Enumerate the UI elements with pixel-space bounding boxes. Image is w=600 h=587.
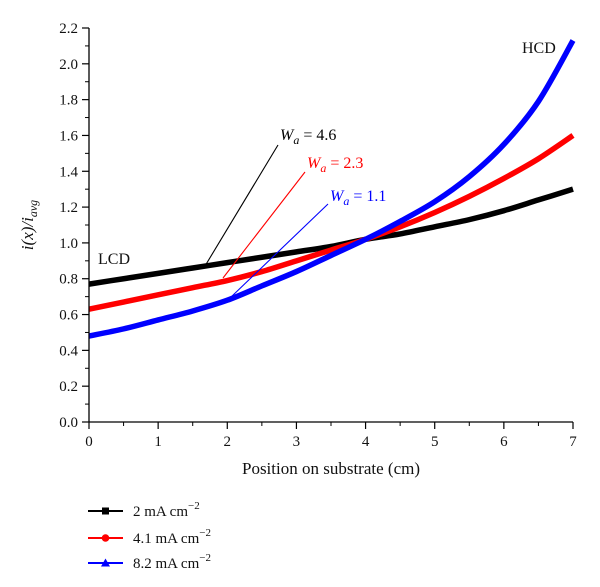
legend-circle-marker [101, 534, 110, 542]
axes: 0 1 2 3 4 5 6 7 0.0 0.2 0.4 0.6 0.8 1.0 1.2 1.4 1.6 1.8 2.… [18, 21, 577, 478]
legend-square-marker [102, 507, 109, 515]
series-2 [88, 133, 575, 312]
annotation-leader-3 [229, 203, 329, 299]
legend-label: 2 mA cm−2 [133, 500, 200, 520]
legend-label: 4.1 mA cm−2 [133, 527, 211, 547]
y-tick-label: 0.0 [59, 415, 78, 431]
legend-label: 8.2 mA cm−2 [133, 552, 211, 572]
series-line-1 [88, 186, 574, 287]
series-line-3 [88, 39, 576, 339]
lcd-label: LCD [98, 251, 130, 268]
legend: 2 mA cm−2 4.1 mA cm−2 8.2 mA cm−2 [88, 500, 211, 572]
x-tick-label: 3 [293, 434, 301, 450]
annotation-leader-2 [222, 171, 306, 279]
y-tick-label: 2.0 [59, 57, 78, 73]
series-1 [88, 186, 574, 287]
y-tick-label: 1.8 [59, 93, 78, 109]
legend-item-2: 4.1 mA cm−2 [88, 527, 211, 547]
y-axis-title: i(x)/iavg [18, 200, 40, 250]
series-3 [88, 39, 576, 339]
series-line-2 [88, 133, 575, 312]
x-tick-label: 7 [569, 434, 577, 450]
x-tick-label: 5 [431, 434, 439, 450]
annotation-wa-3: Wa = 1.1 [330, 188, 386, 208]
y-tick-label: 1.4 [59, 164, 78, 180]
y-tick-label: 0.6 [59, 308, 78, 324]
legend-item-3: 8.2 mA cm−2 [88, 552, 211, 572]
y-tick-label: 1.0 [59, 236, 78, 252]
x-tick-label: 0 [85, 434, 93, 450]
annotation-wa-1: Wa = 4.6 [280, 127, 336, 147]
x-tick-label: 2 [224, 434, 232, 450]
annotation-wa-2: Wa = 2.3 [307, 155, 363, 175]
x-tick-label: 1 [154, 434, 162, 450]
x-axis-title: Position on substrate (cm) [242, 459, 420, 478]
y-tick-label: 2.2 [59, 21, 78, 37]
x-tick-label: 6 [500, 434, 508, 450]
y-tick-label: 1.6 [59, 128, 78, 144]
plot-area [88, 39, 576, 339]
annotations: Wa = 4.6 Wa = 2.3 Wa = 1.1 LCD HCD [98, 40, 556, 299]
y-tick-label: 1.2 [59, 200, 78, 216]
y-tick-label: 0.2 [59, 379, 78, 395]
hcd-label: HCD [522, 40, 556, 57]
y-tick-label: 0.8 [59, 272, 78, 288]
y-tick-label: 0.4 [59, 343, 78, 359]
annotation-leader-1 [204, 144, 279, 267]
legend-item-1: 2 mA cm−2 [88, 500, 200, 520]
legend-triangle-marker [101, 558, 110, 567]
x-tick-label: 4 [362, 434, 370, 450]
